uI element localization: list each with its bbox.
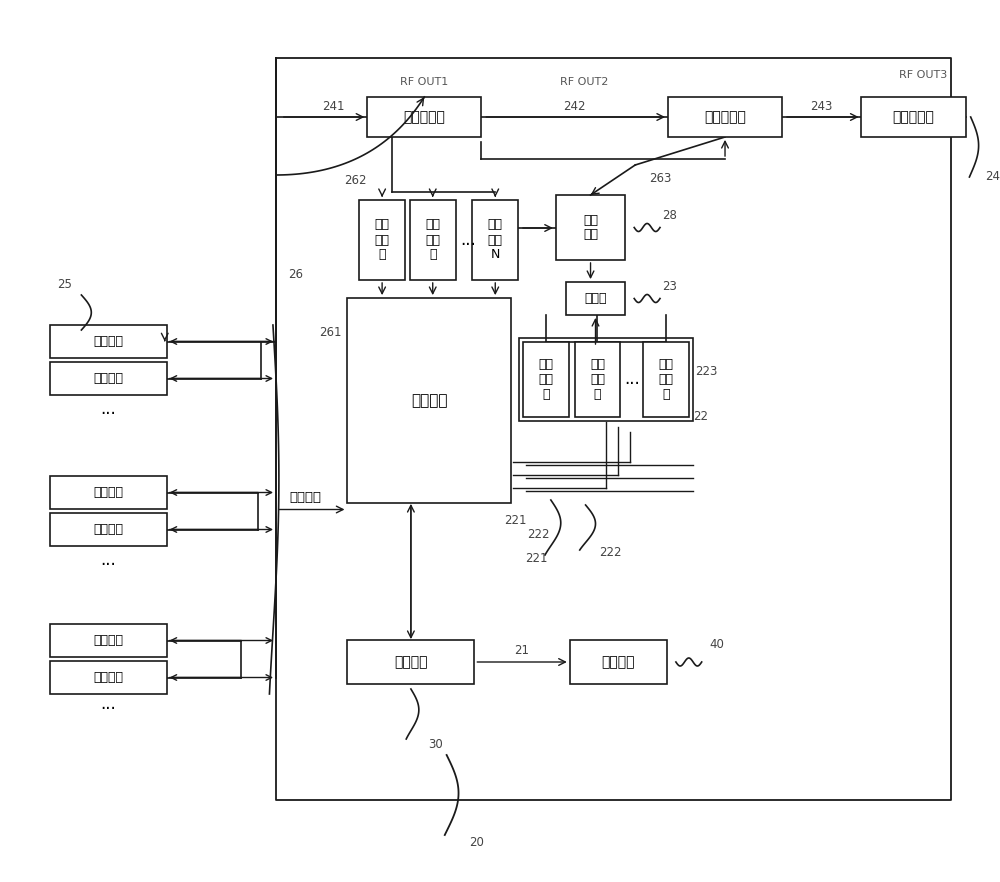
Text: 262: 262: [344, 174, 367, 186]
Bar: [643, 342, 689, 417]
Text: 调制器: 调制器: [584, 292, 607, 305]
Text: 241: 241: [322, 101, 345, 114]
Text: ...: ...: [624, 370, 640, 388]
Text: 223: 223: [695, 365, 718, 378]
Bar: [566, 282, 625, 315]
Text: 243: 243: [811, 101, 833, 114]
Text: 接收
电路
N: 接收 电路 N: [488, 219, 503, 261]
Bar: [367, 97, 481, 137]
Bar: [359, 200, 405, 280]
Text: 第三复用器: 第三复用器: [893, 110, 935, 124]
Text: 221: 221: [504, 514, 526, 527]
Text: 第二复用器: 第二复用器: [704, 110, 746, 124]
Text: 21: 21: [515, 645, 530, 657]
Text: 外部设备: 外部设备: [602, 655, 635, 669]
Bar: [668, 97, 782, 137]
Text: ...: ...: [461, 231, 476, 249]
Text: 25: 25: [57, 279, 72, 291]
Text: RF OUT3: RF OUT3: [899, 70, 948, 80]
Bar: [472, 200, 518, 280]
Text: ...: ...: [100, 551, 116, 569]
Text: 221: 221: [525, 551, 547, 564]
Text: 22: 22: [693, 410, 708, 423]
Bar: [575, 342, 620, 417]
Text: 20: 20: [469, 836, 484, 849]
Text: 信号
发生
器: 信号 发生 器: [538, 358, 553, 401]
Bar: [50, 513, 167, 546]
Text: 调频天线: 调频天线: [93, 671, 123, 684]
Text: 调频天线: 调频天线: [93, 335, 123, 348]
Text: 读写模块: 读写模块: [411, 393, 448, 408]
Text: RF OUT1: RF OUT1: [400, 77, 448, 87]
Text: 调频天线: 调频天线: [93, 634, 123, 647]
Text: 信号
发生
器: 信号 发生 器: [658, 358, 673, 401]
Text: 28: 28: [662, 209, 677, 222]
Bar: [861, 97, 966, 137]
Text: 接收
电路
一: 接收 电路 一: [375, 219, 390, 261]
Bar: [556, 195, 625, 260]
Text: 26: 26: [288, 268, 303, 281]
Bar: [50, 325, 167, 358]
Text: 调频天线: 调频天线: [93, 523, 123, 536]
Bar: [50, 362, 167, 395]
Text: 调频天线: 调频天线: [93, 372, 123, 385]
Text: 接收
电路
二: 接收 电路 二: [425, 219, 440, 261]
Bar: [410, 200, 456, 280]
Text: 24: 24: [985, 170, 1000, 183]
Text: 放大
电路: 放大 电路: [583, 213, 598, 242]
Text: 40: 40: [709, 639, 724, 652]
Text: 261: 261: [319, 326, 342, 340]
Text: 222: 222: [527, 528, 549, 542]
Bar: [519, 338, 693, 421]
Text: ...: ...: [100, 400, 116, 418]
Bar: [570, 640, 667, 684]
Bar: [50, 476, 167, 509]
Text: 30: 30: [428, 737, 443, 751]
Text: ...: ...: [100, 695, 116, 713]
Bar: [347, 298, 511, 503]
Text: RF OUT2: RF OUT2: [560, 77, 609, 87]
Bar: [523, 342, 569, 417]
Text: 调频天线: 调频天线: [93, 486, 123, 499]
Text: 242: 242: [563, 101, 586, 114]
Text: 263: 263: [649, 171, 671, 184]
Bar: [347, 640, 474, 684]
Text: 信号
发生
器: 信号 发生 器: [590, 358, 605, 401]
Bar: [50, 661, 167, 694]
Text: 第一复用器: 第一复用器: [403, 110, 445, 124]
Text: 控制中心: 控制中心: [394, 655, 428, 669]
Text: 23: 23: [662, 280, 677, 293]
Text: 222: 222: [599, 547, 622, 559]
Bar: [50, 624, 167, 657]
Text: 控制信号: 控制信号: [290, 491, 322, 504]
